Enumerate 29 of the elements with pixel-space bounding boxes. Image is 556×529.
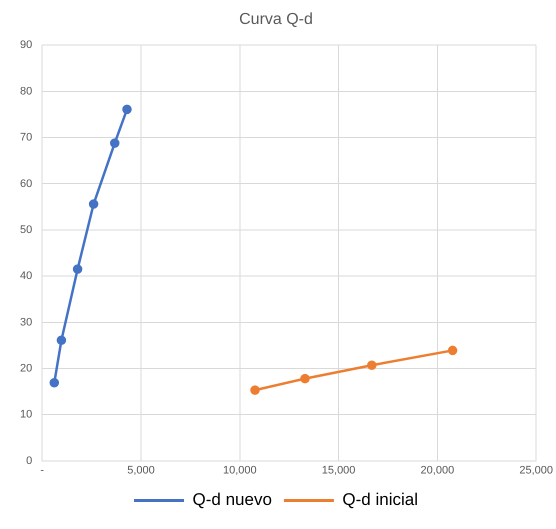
y-tick-label: 90 (20, 39, 32, 52)
x-tick-label: - (40, 464, 44, 476)
y-tick-label: 10 (20, 408, 32, 421)
y-tick-label: 20 (20, 362, 32, 374)
x-tick-label: 15,000 (322, 464, 356, 476)
legend-label: Q-d nuevo (192, 490, 272, 510)
point (122, 104, 132, 114)
point (50, 378, 60, 388)
y-tick-label: 80 (20, 85, 32, 98)
legend-label: Q-d inicial (342, 490, 418, 510)
y-tick-label: 30 (20, 316, 32, 328)
point (110, 138, 120, 148)
y-tick-label: 60 (20, 178, 32, 190)
x-tick-label: 10,000 (222, 464, 257, 476)
x-tick-label: 5,000 (127, 464, 155, 476)
point (72, 264, 82, 274)
point (56, 336, 66, 346)
point (88, 199, 98, 209)
point (448, 346, 458, 356)
y-tick-label: 70 (20, 132, 32, 144)
x-tick-label: 25,000 (519, 464, 554, 476)
y-tick-label: 0 (26, 454, 32, 467)
y-tick-label: 40 (20, 270, 32, 282)
point (367, 360, 377, 370)
point (300, 374, 310, 384)
point (250, 385, 260, 395)
y-tick-label: 50 (20, 224, 32, 236)
x-tick-label: 20,000 (420, 464, 454, 476)
chart-title: Curva Q-d (239, 11, 313, 28)
